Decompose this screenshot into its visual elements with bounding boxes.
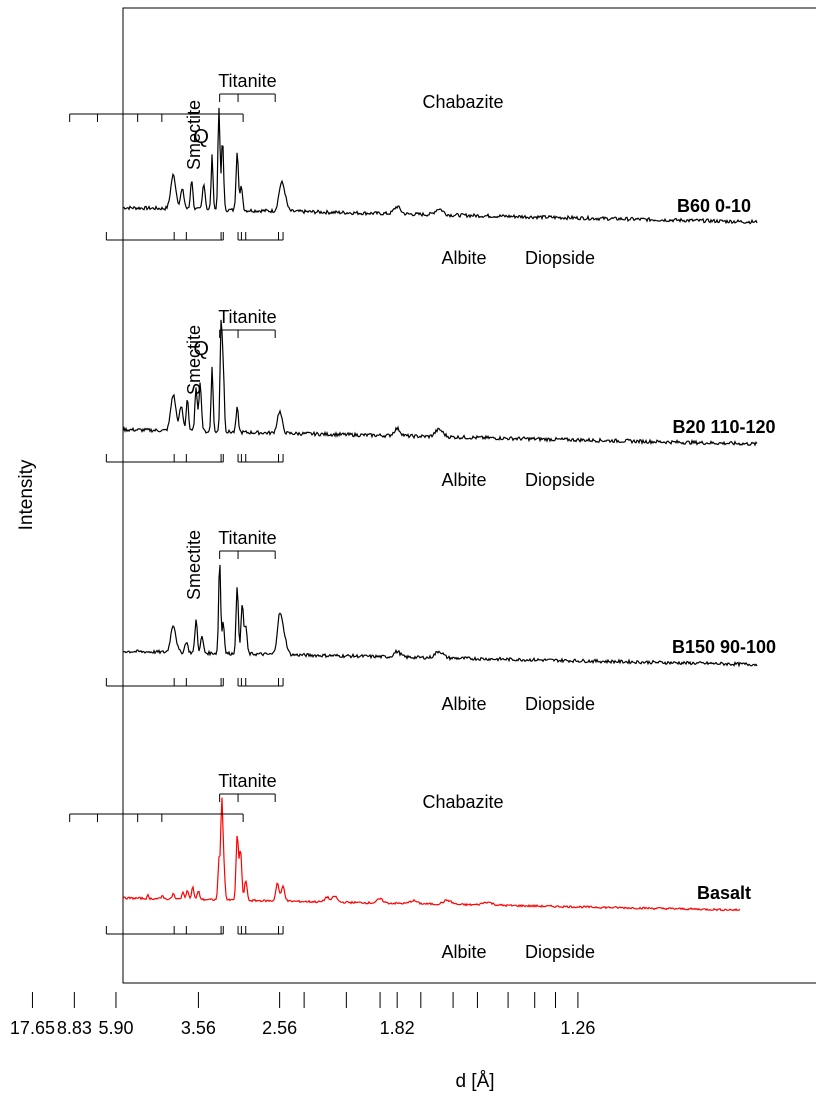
x-axis: 17.65 8.83 5.90 3.56 2.56 1.82 1.26 xyxy=(10,992,595,1038)
series-name: B20 110-120 xyxy=(672,417,775,437)
mineral-label: Titanite xyxy=(218,71,276,91)
mineral-label: Albite xyxy=(441,694,486,714)
quartz-label: Q xyxy=(193,126,209,148)
mineral-label: Titanite xyxy=(218,771,276,791)
series-name: B150 90-100 xyxy=(672,637,776,657)
mineral-label: Albite xyxy=(441,470,486,490)
smectite-label: Smectite xyxy=(184,530,204,600)
mineral-label: Diopside xyxy=(525,470,595,490)
mineral-label: Titanite xyxy=(218,307,276,327)
x-axis-label: d [Å] xyxy=(455,1071,494,1092)
x-tick-label: 8.83 xyxy=(57,1018,92,1038)
mineral-label: Albite xyxy=(441,248,486,268)
mineral-label: Titanite xyxy=(218,528,276,548)
mineral-label: Albite xyxy=(441,942,486,962)
x-tick-label: 1.26 xyxy=(560,1018,595,1038)
x-tick-label: 5.90 xyxy=(98,1018,133,1038)
y-axis-label: Intensity xyxy=(16,459,37,530)
mineral-label: Chabazite xyxy=(422,92,503,112)
x-tick-label: 2.56 xyxy=(262,1018,297,1038)
series-line xyxy=(122,107,758,225)
plot-layer: B60 0-10SmectiteQChabaziteTitaniteAlbite… xyxy=(69,71,776,962)
x-tick-label: 1.82 xyxy=(380,1018,415,1038)
plot-frame xyxy=(122,7,816,984)
series-name: Basalt xyxy=(697,883,751,903)
mineral-label: Diopside xyxy=(525,694,595,714)
quartz-label: Q xyxy=(193,338,209,360)
series-line xyxy=(122,797,741,912)
series-b150-90-100: B150 90-100 Smectite Titanite Albite Diopsid… xyxy=(105,528,776,714)
series-line xyxy=(122,564,758,668)
mineral-label: Diopside xyxy=(525,248,595,268)
mineral-label: Chabazite xyxy=(422,792,503,812)
x-tick-label: 3.56 xyxy=(181,1018,216,1038)
series-name: B60 0-10 xyxy=(677,196,751,216)
smectite-label: Smectite xyxy=(184,325,204,395)
series-basalt: Basalt Chabazite Titanite Albite Diopside xyxy=(69,771,751,962)
x-tick-label: 17.65 xyxy=(10,1018,55,1038)
mineral-label: Diopside xyxy=(525,942,595,962)
series-line xyxy=(122,319,758,447)
smectite-label: Smectite xyxy=(184,100,204,170)
